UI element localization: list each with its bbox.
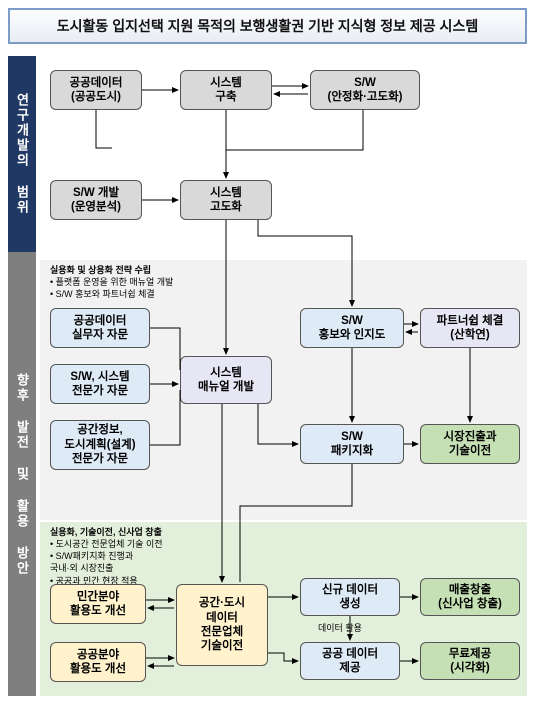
- notes-line: • 도시공간 전문업체 기술 이전: [50, 538, 163, 550]
- notes-line: • 플랫폼 운영을 위한 매뉴얼 개발: [50, 276, 173, 288]
- node-sw-package: S/W 패키지화: [300, 424, 404, 464]
- notes-strategy: 실용화 및 상용화 전략 수립 • 플랫폼 운영을 위한 매뉴얼 개발 • S/…: [50, 264, 173, 300]
- node-public-data: 공공데이터 (공공도시): [50, 70, 142, 110]
- node-market: 시장진출과 기술이전: [420, 424, 520, 464]
- page-title: 도시활동 입지선택 지원 목적의 보행생활권 기반 지식형 정보 제공 시스템: [8, 8, 527, 44]
- node-new-data: 신규 데이터 생성: [300, 578, 400, 616]
- node-consult-sw: S/W, 시스템 전문가 자문: [50, 364, 150, 404]
- notes-line: 실용화 및 상용화 전략 수립: [50, 264, 173, 276]
- node-public-data-prov: 공공 데이터 제공: [300, 642, 400, 680]
- node-sw-stable: S/W (안정화·고도화): [310, 70, 420, 110]
- node-public-use: 공공분야 활용도 개선: [50, 642, 146, 682]
- notes-line: • S/W 홍보와 파트너쉽 체결: [50, 288, 173, 300]
- notes-line: • S/W패키지화 진행과: [50, 550, 163, 562]
- notes-business: 실용화, 기술이전, 신사업 창출 • 도시공간 전문업체 기술 이전 • S/…: [50, 526, 163, 587]
- node-system-build: 시스템 구축: [180, 70, 272, 110]
- node-free-viz: 무료제공 (시각화): [420, 642, 520, 680]
- node-partnership: 파트너쉽 체결 (산학연): [420, 308, 520, 348]
- node-tech-transfer: 공간·도시 데이터 전문업체 기술이전: [176, 584, 268, 666]
- notes-line: 국내·외 시장진출: [50, 562, 163, 574]
- diagram-canvas: 연구개발의 범위 향후 발전 및 활용 방안 실용화 및 상용화 전략 수립 •…: [8, 56, 527, 696]
- node-sw-dev: S/W 개발 (운영분석): [50, 180, 142, 220]
- node-manual: 시스템 매뉴얼 개발: [180, 356, 272, 404]
- notes-line: 실용화, 기술이전, 신사업 창출: [50, 526, 163, 538]
- node-revenue: 매출창출 (신사업 창출): [420, 578, 520, 616]
- edge-label-data-use: 데이터 활용: [318, 621, 362, 634]
- node-system-adv: 시스템 고도화: [180, 180, 272, 220]
- node-consult-gis: 공간정보, 도시계획(설계) 전문가 자문: [50, 420, 150, 470]
- node-sw-promo: S/W 홍보와 인지도: [300, 308, 404, 348]
- sidebar-scope: 연구개발의 범위: [8, 56, 36, 252]
- sidebar-future: 향후 발전 및 활용 방안: [8, 252, 36, 696]
- node-consult-data: 공공데이터 실무자 자문: [50, 308, 150, 348]
- node-private-use: 민간분야 활용도 개선: [50, 584, 146, 624]
